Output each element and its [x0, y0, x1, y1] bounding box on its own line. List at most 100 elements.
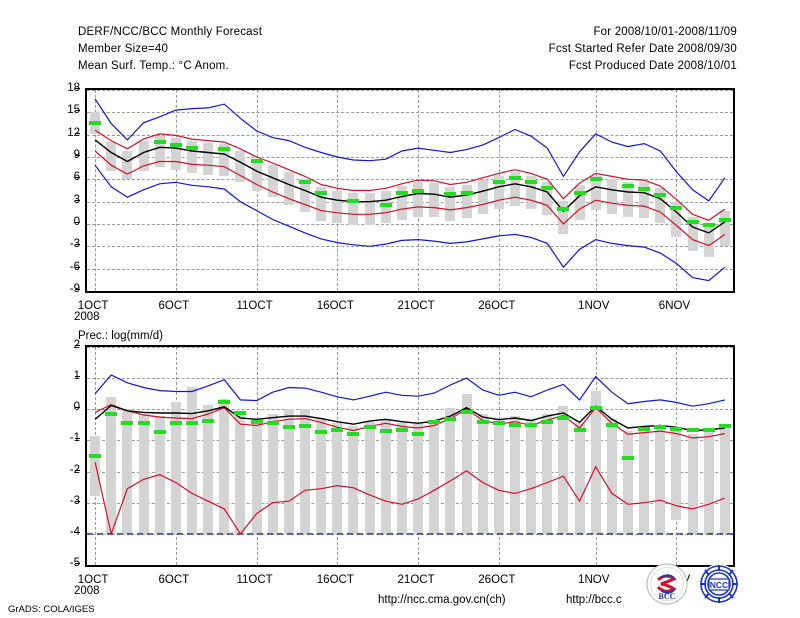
observed-marker	[153, 140, 166, 145]
ensemble-range-bar	[655, 427, 666, 534]
observed-marker	[622, 455, 635, 460]
ensemble-range-bar	[283, 171, 294, 205]
ensemble-range-bar	[267, 165, 278, 198]
temp-panel-title: Mean Surf. Temp.: °C Anom.	[78, 60, 229, 72]
precipitation-plot-area	[87, 347, 733, 565]
series-line	[94, 139, 726, 234]
observed-marker	[444, 192, 457, 197]
x-tick-label: 6OCT	[158, 300, 190, 312]
series-line	[94, 374, 726, 407]
observed-marker	[169, 143, 182, 148]
ensemble-range-bar	[219, 144, 230, 177]
x-tick-label: 1NOV	[578, 300, 610, 312]
observed-marker	[460, 410, 473, 415]
grads-credit: GrADS: COLA/IGES	[8, 604, 95, 615]
observed-marker	[379, 429, 392, 434]
ensemble-range-bar	[380, 420, 391, 534]
observed-marker	[250, 420, 263, 425]
x-tick-label: 16OCT	[316, 300, 354, 312]
y-tick-mark	[75, 199, 80, 201]
observed-marker	[266, 421, 279, 426]
observed-marker	[169, 421, 182, 426]
observed-marker	[282, 425, 295, 430]
observed-marker	[686, 219, 699, 224]
chart-title: DERF/NCC/BCC Monthly Forecast	[78, 26, 263, 38]
x-tick-label: 11OCT	[236, 574, 273, 586]
ensemble-range-bar	[332, 190, 343, 224]
ensemble-range-bar	[445, 407, 456, 534]
ensemble-range-bar	[574, 423, 585, 534]
y-tick-label: 12	[67, 126, 80, 139]
ensemble-range-bar	[429, 421, 440, 534]
ensemble-range-bar	[719, 211, 730, 246]
temp-y-axis: 1815129630-3-6-9	[40, 82, 80, 295]
series-line	[94, 150, 726, 247]
ensemble-range-bar	[639, 429, 650, 534]
observed-marker	[541, 186, 554, 191]
ensemble-range-bar	[316, 418, 327, 534]
ensemble-range-bar	[186, 387, 197, 534]
observed-marker	[153, 429, 166, 434]
ensemble-range-bar	[671, 201, 682, 237]
y-tick-mark	[75, 438, 80, 440]
ensemble-range-bar	[574, 185, 585, 220]
y-tick-mark	[75, 110, 80, 112]
y-tick-mark	[75, 345, 80, 346]
observed-marker	[218, 399, 231, 404]
observed-marker	[508, 422, 521, 427]
y-tick-mark	[75, 469, 80, 471]
y-gridline	[87, 112, 733, 114]
observed-marker	[347, 198, 360, 203]
observed-marker	[299, 179, 312, 184]
bcc-url[interactable]: http://bcc.c	[566, 594, 622, 606]
ensemble-range-bar	[413, 182, 424, 217]
observed-marker	[412, 188, 425, 193]
y-tick-mark	[75, 266, 80, 268]
observed-marker	[492, 421, 505, 426]
x-tick-label: 6OCT	[158, 574, 190, 586]
observed-marker	[412, 431, 425, 436]
y-tick-label: -5	[69, 557, 80, 569]
y-gridline	[87, 246, 733, 248]
bcc-logo-icon: BCC	[646, 563, 688, 605]
ensemble-range-bar	[348, 426, 359, 534]
x-gridline	[95, 90, 97, 291]
ensemble-range-bar	[106, 396, 117, 534]
ensemble-range-bar	[639, 182, 650, 219]
y-gridline	[87, 90, 733, 91]
x-gridline	[676, 90, 678, 291]
y-tick-label: -6	[69, 260, 80, 273]
fcst-produced-date-label: Fcst Produced Date 2008/10/01	[568, 60, 737, 72]
ncc-url[interactable]: http://ncc.cma.gov.cn(ch)	[378, 594, 506, 606]
x-tick-label: 21OCT	[397, 574, 435, 586]
series-line	[94, 98, 726, 202]
y-gridline	[87, 201, 733, 203]
prec-x-axis-year: 2008	[74, 585, 100, 597]
ncc-logo-icon: NCC	[699, 564, 739, 604]
ensemble-range-bar	[558, 200, 569, 235]
prec-y-axis: 210-1-2-3-4-5	[40, 339, 80, 569]
y-tick-label: -3	[69, 494, 80, 507]
svg-text:NCC: NCC	[710, 580, 728, 590]
ensemble-range-bar	[606, 419, 617, 534]
ensemble-range-bar	[364, 421, 375, 534]
observed-marker	[557, 416, 570, 420]
observed-marker	[185, 146, 198, 151]
y-tick-mark	[75, 500, 80, 502]
ensemble-range-bar	[558, 405, 569, 534]
ensemble-range-bar	[300, 178, 311, 213]
ensemble-range-bar	[542, 413, 553, 534]
observed-marker	[686, 427, 699, 432]
ensemble-range-bar	[703, 431, 714, 534]
ensemble-range-bar	[251, 159, 262, 192]
observed-marker	[444, 416, 457, 421]
ensemble-range-bar	[687, 433, 698, 534]
ensemble-range-bar	[429, 183, 440, 218]
observed-marker	[654, 192, 667, 197]
x-tick-label: 21OCT	[397, 300, 435, 312]
observed-marker	[638, 187, 651, 191]
y-gridline	[87, 179, 733, 181]
observed-marker	[218, 146, 231, 151]
ensemble-range-bar	[364, 192, 375, 226]
